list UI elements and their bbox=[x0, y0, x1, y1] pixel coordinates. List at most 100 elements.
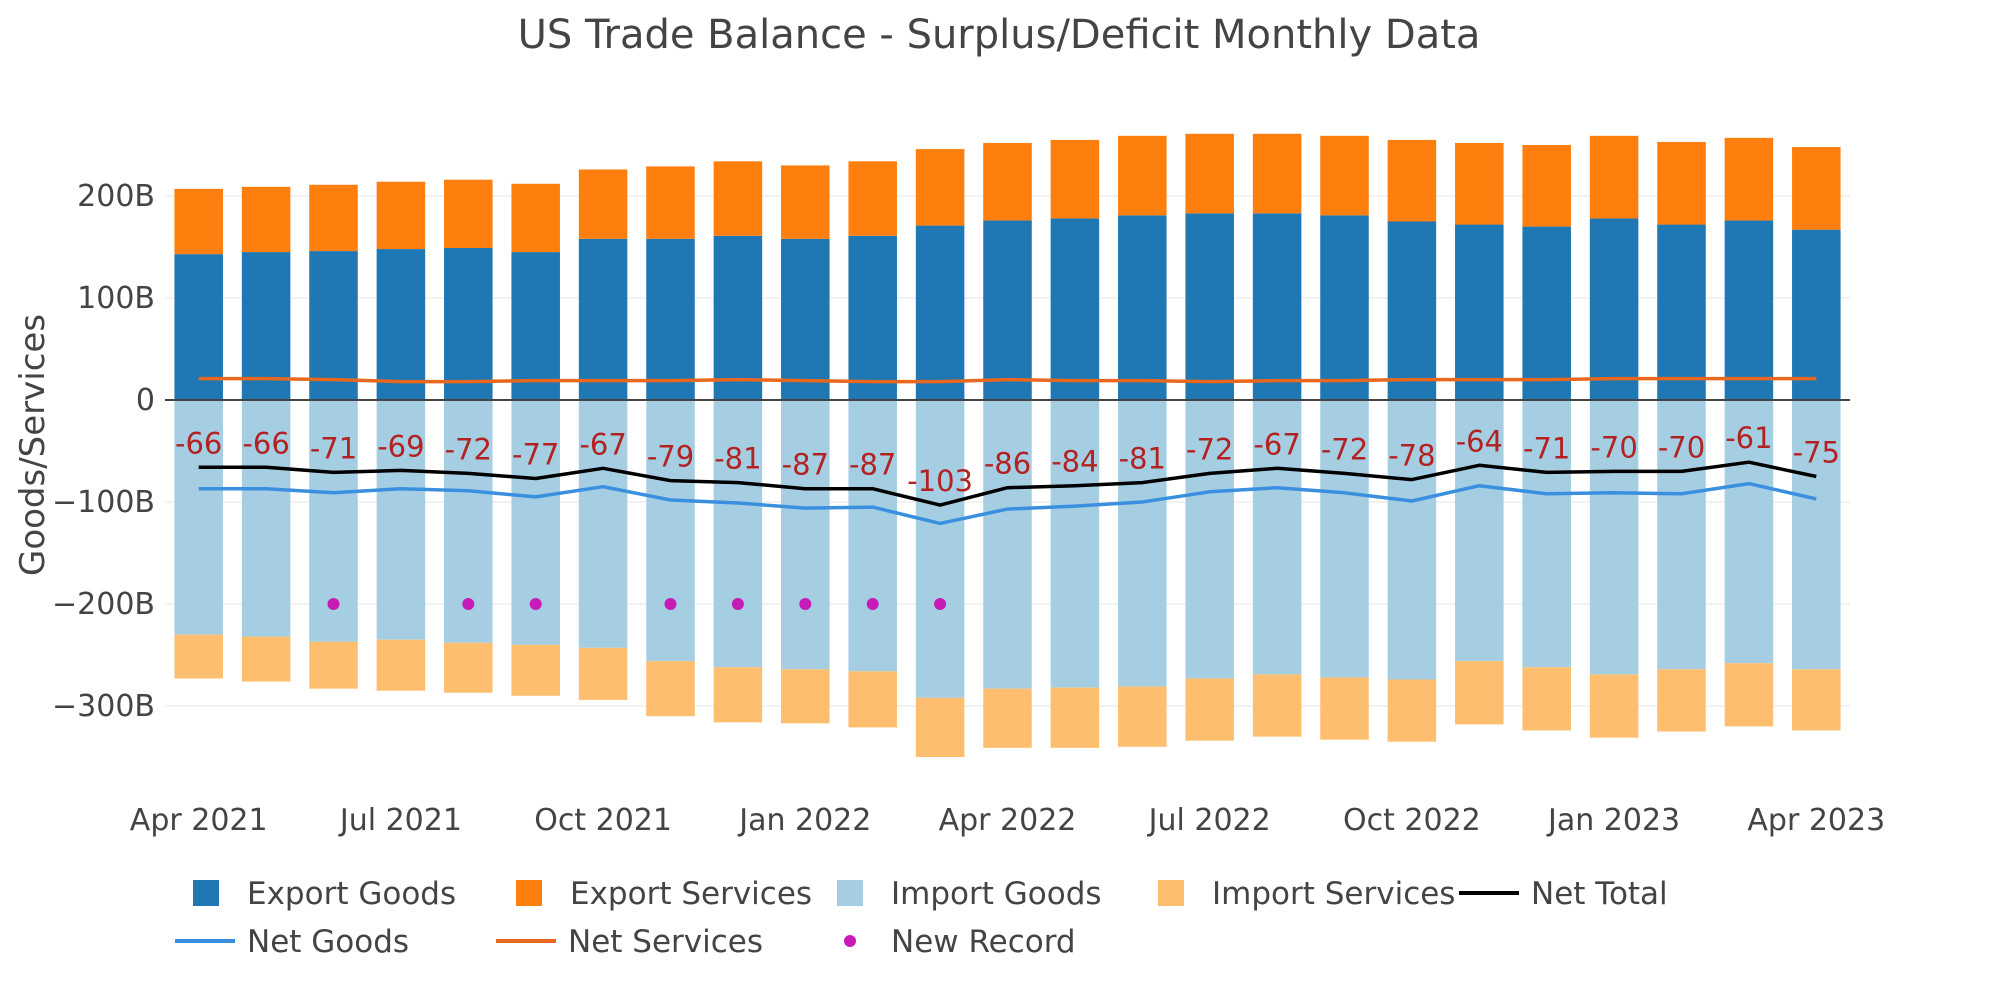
bar-export-goods bbox=[1792, 229, 1841, 400]
bar-import-services bbox=[1118, 686, 1167, 747]
net-total-data-label: -103 bbox=[907, 464, 973, 498]
bar-import-services bbox=[241, 636, 291, 682]
bar-export-goods bbox=[1589, 218, 1639, 400]
new-record-marker bbox=[327, 598, 340, 610]
x-tick-label: Oct 2022 bbox=[1343, 803, 1481, 838]
net-total-data-label: -75 bbox=[1793, 436, 1840, 470]
legend-swatch bbox=[1158, 880, 1184, 906]
bar-export-services bbox=[1792, 147, 1841, 230]
bar-export-services bbox=[1320, 135, 1369, 216]
bar-import-goods bbox=[1522, 400, 1571, 668]
net-total-data-label: -86 bbox=[984, 447, 1031, 481]
bar-export-services bbox=[174, 188, 223, 255]
x-tick-label: Jul 2022 bbox=[1147, 803, 1271, 838]
y-tick-label: 200B bbox=[77, 179, 155, 214]
bar-import-goods bbox=[1455, 400, 1504, 662]
bar-export-services bbox=[1387, 139, 1437, 222]
bar-export-goods bbox=[1050, 218, 1100, 400]
new-record-marker bbox=[934, 598, 947, 610]
net-total-data-label: -77 bbox=[512, 438, 559, 472]
net-total-data-label: -84 bbox=[1051, 445, 1098, 479]
chart-title: US Trade Balance - Surplus/Deficit Month… bbox=[518, 12, 1481, 58]
y-tick-label: 100B bbox=[77, 281, 155, 316]
x-tick-label: Oct 2021 bbox=[534, 803, 672, 838]
bar-export-goods bbox=[578, 238, 628, 400]
line-net-total bbox=[198, 460, 1817, 507]
bar-import-goods bbox=[1320, 400, 1369, 678]
line-net-services bbox=[198, 376, 1817, 384]
bar-export-services bbox=[713, 161, 763, 236]
new-record-marker bbox=[799, 598, 812, 610]
legend-label: Net Services bbox=[568, 924, 763, 960]
net-total-data-label: -72 bbox=[445, 432, 492, 466]
x-tick-label: Apr 2022 bbox=[939, 803, 1077, 838]
bar-export-goods bbox=[848, 235, 897, 400]
bar-export-services bbox=[915, 149, 965, 226]
line-net-goods bbox=[198, 481, 1817, 526]
net-total-data-label: -66 bbox=[175, 426, 222, 460]
bar-export-services bbox=[1455, 142, 1504, 225]
x-tick-label: Apr 2023 bbox=[1747, 803, 1885, 838]
bar-export-goods bbox=[1320, 215, 1369, 400]
bar-import-services bbox=[309, 641, 358, 689]
y-tick-label: 0 bbox=[136, 383, 155, 418]
bar-import-services bbox=[1522, 667, 1571, 731]
bar-import-goods bbox=[1118, 400, 1167, 687]
x-axis-ticks: Apr 2021 Jul 2021 Oct 2021 Jan 2022 Apr 2022… bbox=[130, 803, 1885, 838]
bar-import-services bbox=[781, 669, 830, 724]
bar-import-services bbox=[1792, 669, 1841, 731]
bar-import-goods bbox=[713, 400, 763, 668]
net-total-data-label: -81 bbox=[1119, 442, 1166, 476]
bar-import-goods bbox=[1724, 400, 1774, 664]
legend-label: Export Services bbox=[570, 876, 812, 912]
net-total-data-label: -61 bbox=[1725, 421, 1772, 455]
legend-swatch bbox=[193, 880, 219, 906]
new-record-marker bbox=[462, 598, 475, 610]
legend-swatch bbox=[516, 880, 542, 906]
bar-export-services bbox=[781, 165, 830, 239]
net-total-data-label: -69 bbox=[377, 429, 424, 463]
net-total-data-label: -72 bbox=[1186, 432, 1233, 466]
bar-import-services bbox=[1387, 679, 1437, 742]
bar-import-services bbox=[1252, 674, 1302, 737]
bar-export-services bbox=[1252, 133, 1302, 214]
bar-import-services bbox=[1724, 663, 1774, 727]
bar-import-services bbox=[1455, 661, 1504, 725]
bar-import-services bbox=[713, 667, 763, 723]
bar-export-goods bbox=[511, 252, 560, 400]
bar-import-goods bbox=[241, 400, 291, 637]
bar-import-services bbox=[1589, 674, 1639, 738]
bar-import-services bbox=[1320, 677, 1369, 740]
bar-import-goods bbox=[578, 400, 628, 648]
net-total-data-label: -72 bbox=[1321, 432, 1368, 466]
bar-export-goods bbox=[1455, 224, 1504, 400]
bar-export-goods bbox=[1118, 215, 1167, 400]
bar-import-goods bbox=[915, 400, 965, 698]
net-total-data-label: -70 bbox=[1590, 430, 1637, 464]
y-tick-label: −200B bbox=[52, 587, 155, 622]
net-total-data-label: -64 bbox=[1456, 424, 1503, 458]
bar-export-services bbox=[511, 183, 560, 253]
bar-export-goods bbox=[713, 235, 763, 400]
bar-import-services bbox=[376, 639, 426, 691]
bar-import-goods bbox=[983, 400, 1032, 689]
record-markers bbox=[327, 598, 947, 610]
bar-import-services bbox=[511, 644, 560, 696]
legend-label: Net Total bbox=[1531, 876, 1668, 912]
bar-import-services bbox=[1185, 678, 1234, 741]
bar-import-goods bbox=[1185, 400, 1234, 679]
new-record-marker bbox=[664, 598, 677, 610]
bar-import-goods bbox=[174, 400, 223, 635]
bar-export-goods bbox=[1185, 213, 1234, 400]
bar-import-services bbox=[848, 671, 897, 728]
bar-import-goods bbox=[848, 400, 897, 672]
bar-export-services bbox=[1657, 141, 1706, 225]
legend: Export Goods Export Services Import Goods I… bbox=[175, 876, 1668, 960]
bar-import-goods bbox=[1792, 400, 1841, 670]
legend-label: Import Goods bbox=[891, 876, 1102, 912]
bar-export-services bbox=[578, 169, 628, 239]
net-total-data-label: -81 bbox=[714, 442, 761, 476]
bar-export-goods bbox=[915, 225, 965, 400]
x-tick-label: Jul 2021 bbox=[338, 803, 462, 838]
bar-export-goods bbox=[241, 252, 291, 400]
